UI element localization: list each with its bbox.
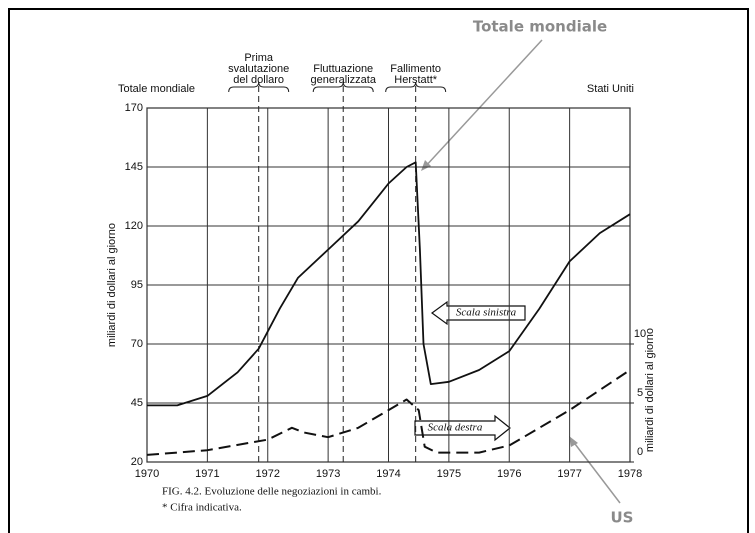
overlay-us-arrowhead (569, 436, 578, 447)
event-brace (228, 81, 290, 93)
footnote: * Cifra indicativa. (162, 502, 242, 514)
right-scale-label: Scala destra (428, 422, 483, 434)
x-tick-label: 1976 (497, 468, 521, 480)
event-label: generalizzata (311, 74, 377, 86)
x-tick-label: 1977 (557, 468, 581, 480)
overlay-world-arrow (423, 39, 543, 169)
event-brace (312, 81, 374, 93)
y-tick-label: 145 (125, 161, 143, 173)
caption: FIG. 4.2. Evoluzione delle negoziazioni … (162, 486, 382, 498)
x-tick-label: 1973 (316, 468, 340, 480)
x-tick-label: 1972 (256, 468, 280, 480)
event-label: Fallimento (390, 63, 441, 75)
y2-axis-label: miliardi di dollari al giorno (644, 328, 656, 452)
event-label: Fluttuazione (313, 63, 373, 75)
y2-tick-label: 5 (637, 387, 643, 399)
overlay-world-arrowhead (421, 160, 431, 171)
x-tick-label: 1975 (437, 468, 461, 480)
y-axis-label: miliardi di dollari al giorno (106, 223, 118, 347)
x-tick-label: 1971 (195, 468, 219, 480)
event-brace (385, 81, 447, 93)
event-label: svalutazione (228, 63, 289, 75)
series-line (146, 369, 631, 456)
y-tick-label: 45 (131, 397, 143, 409)
y-tick-label: 95 (131, 279, 143, 291)
x-tick-label: 1974 (376, 468, 400, 480)
y-tick-label: 120 (125, 220, 143, 232)
y-tick-label: 170 (125, 102, 143, 114)
y2-tick-label: 10 (634, 328, 646, 340)
series-line (147, 161, 631, 407)
y-tick-label: 70 (131, 338, 143, 350)
left-scale-arrow (430, 300, 526, 326)
left-scale-label: Scala sinistra (456, 307, 517, 319)
event-label: del dollaro (233, 74, 284, 86)
right-series-header: Stati Uniti (587, 83, 634, 95)
x-tick-label: 1978 (618, 468, 642, 480)
frame (8, 8, 749, 533)
y2-tick-label: 0 (637, 446, 643, 458)
overlay-us-arrow (571, 439, 621, 504)
x-tick-label: 1970 (135, 468, 159, 480)
y-tick-label: 20 (131, 456, 143, 468)
overlay-world-label: Totale mondiale (473, 18, 607, 36)
event-label: Prima (244, 52, 274, 64)
event-label: Herstatt* (394, 74, 438, 86)
right-scale-arrow (414, 414, 511, 442)
left-series-header: Totale mondiale (118, 83, 195, 95)
overlay-us-label: US (611, 509, 634, 527)
